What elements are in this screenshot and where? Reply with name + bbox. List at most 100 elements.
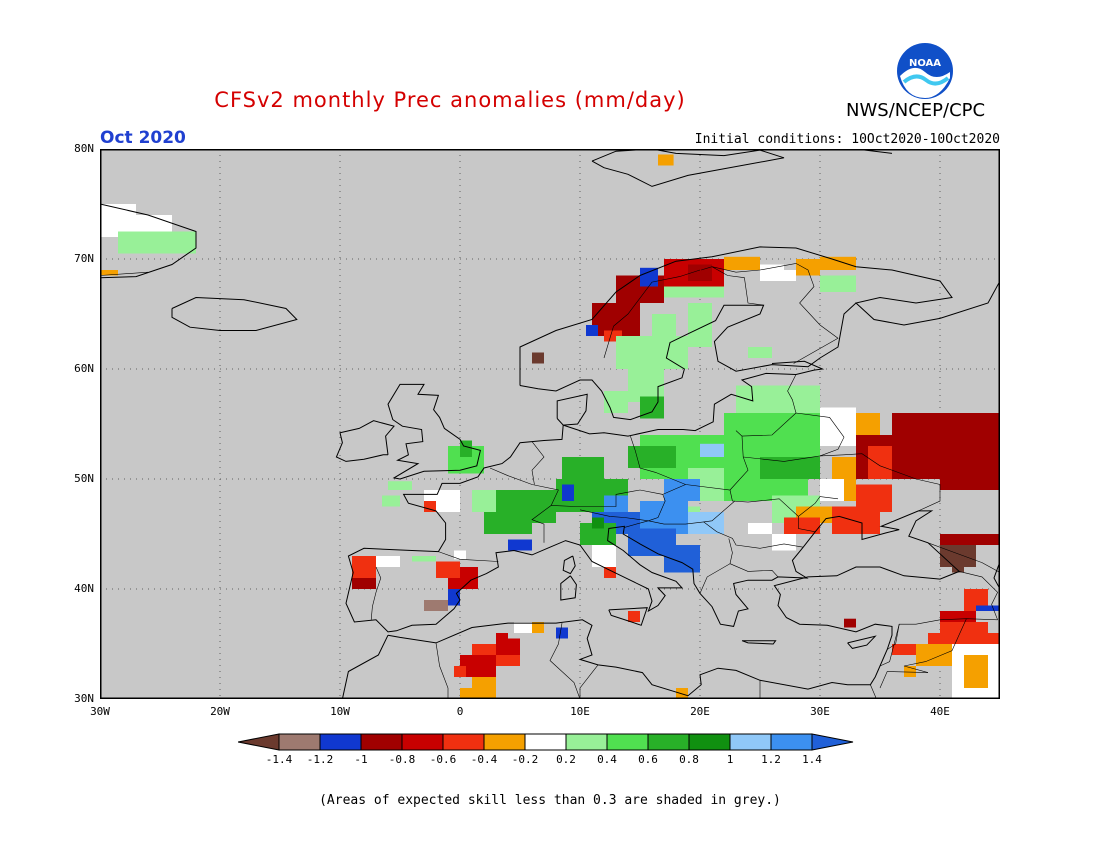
colorbar-label: -1 bbox=[354, 753, 368, 766]
colorbar-label: -1.2 bbox=[306, 753, 334, 766]
anomaly-cell bbox=[940, 622, 988, 633]
border-line bbox=[438, 551, 499, 562]
colorbar-segment bbox=[278, 733, 321, 751]
border-line bbox=[100, 271, 149, 276]
anomaly-cell bbox=[700, 443, 724, 457]
anomaly-cell bbox=[454, 666, 466, 677]
anomaly-cell bbox=[940, 611, 976, 622]
coastline bbox=[563, 360, 825, 437]
anomaly-cell bbox=[118, 231, 196, 254]
border-line bbox=[879, 671, 929, 689]
anomaly-cell bbox=[628, 611, 640, 622]
coastline bbox=[591, 149, 785, 187]
map-title: CFSv2 monthly Prec anomalies (mm/day) bbox=[214, 88, 686, 112]
lon-label: 0 bbox=[456, 705, 464, 718]
anomaly-cell bbox=[820, 275, 856, 292]
precip-anomaly-map bbox=[100, 149, 1000, 699]
coastline bbox=[100, 203, 197, 279]
anomaly-cell bbox=[508, 539, 532, 551]
colorbar-segment bbox=[565, 733, 608, 751]
border-line bbox=[701, 266, 764, 306]
lat-label: 30N bbox=[74, 692, 94, 705]
colorbar-segment bbox=[401, 733, 444, 751]
agency-label: NWS/NCEP/CPC bbox=[846, 100, 986, 121]
colorbar-label: 1.4 bbox=[802, 753, 822, 766]
anomaly-cell bbox=[532, 622, 544, 633]
anomaly-cell bbox=[388, 481, 412, 490]
border-line bbox=[579, 664, 599, 699]
border-line bbox=[703, 521, 804, 549]
coastline bbox=[341, 634, 389, 699]
anomaly-cell bbox=[460, 688, 472, 699]
colorbar-label: 0.2 bbox=[556, 753, 576, 766]
anomaly-cell bbox=[592, 545, 616, 567]
border-line bbox=[579, 509, 649, 522]
border-line bbox=[662, 484, 686, 495]
anomaly-cell bbox=[688, 303, 712, 347]
anomaly-cell bbox=[916, 644, 952, 666]
lon-label: 30E bbox=[810, 705, 830, 718]
anomaly-cell bbox=[658, 154, 674, 166]
border-line bbox=[870, 684, 877, 699]
colorbar-label: -0.4 bbox=[470, 753, 498, 766]
colorbar-label: 0.4 bbox=[597, 753, 617, 766]
colorbar-segment bbox=[483, 733, 526, 751]
anomaly-cell bbox=[352, 578, 376, 589]
anomaly-cell bbox=[532, 352, 544, 364]
colorbar-label: -0.8 bbox=[388, 753, 416, 766]
anomaly-cell bbox=[604, 330, 622, 342]
anomaly-cell bbox=[652, 314, 676, 336]
coastline bbox=[519, 246, 1000, 386]
anomaly-cell bbox=[424, 501, 436, 512]
anomaly-cell bbox=[472, 490, 496, 512]
colorbar-triangle-high bbox=[811, 733, 854, 751]
border-line bbox=[370, 566, 382, 620]
coastlines bbox=[100, 149, 1000, 699]
coastline bbox=[820, 149, 893, 154]
anomaly-cell bbox=[940, 534, 1000, 545]
lon-label: 10E bbox=[570, 705, 590, 718]
lon-label: 40E bbox=[930, 705, 950, 718]
anomaly-cell bbox=[514, 622, 532, 633]
anomaly-cell bbox=[736, 385, 820, 413]
anomaly-cell bbox=[562, 484, 574, 501]
border-line bbox=[729, 563, 779, 578]
anomaly-cell bbox=[592, 517, 604, 529]
border-line bbox=[927, 542, 1000, 573]
colorbar-segment bbox=[647, 733, 690, 751]
coastline bbox=[562, 555, 576, 575]
skill-footnote: (Areas of expected skill less than 0.3 a… bbox=[319, 793, 781, 808]
border-line bbox=[959, 571, 998, 620]
anomaly-cell bbox=[382, 495, 400, 507]
anomaly-cell bbox=[604, 567, 616, 578]
anomaly-cell bbox=[496, 633, 508, 644]
coastline bbox=[608, 607, 648, 626]
lat-label: 70N bbox=[74, 252, 94, 265]
border-line bbox=[531, 441, 545, 485]
lon-label: 10W bbox=[330, 705, 350, 718]
anomaly-cell bbox=[940, 545, 976, 567]
colorbar-triangle-low bbox=[238, 733, 280, 751]
lon-label: 20W bbox=[210, 705, 230, 718]
anomaly-cell bbox=[664, 545, 700, 573]
colorbar bbox=[238, 733, 854, 751]
border-line bbox=[903, 618, 967, 673]
anomaly-cell bbox=[772, 534, 796, 551]
anomaly-cell bbox=[586, 325, 598, 336]
anomaly-cell bbox=[760, 270, 796, 281]
border-line bbox=[743, 412, 845, 462]
border-line bbox=[879, 624, 900, 667]
lon-label: 20E bbox=[690, 705, 710, 718]
anomaly-cell bbox=[436, 561, 460, 578]
anomaly-cell bbox=[820, 407, 856, 446]
border-line bbox=[798, 496, 839, 517]
coastline bbox=[387, 383, 481, 480]
border-line bbox=[489, 467, 559, 543]
border-line bbox=[603, 269, 701, 359]
colorbar-label: 1 bbox=[726, 753, 734, 766]
anomaly-cell bbox=[100, 270, 118, 276]
anomaly-cell bbox=[484, 512, 532, 534]
anomaly-cell bbox=[892, 413, 1000, 457]
colorbar-segment bbox=[524, 733, 567, 751]
anomaly-cell bbox=[940, 468, 1000, 490]
